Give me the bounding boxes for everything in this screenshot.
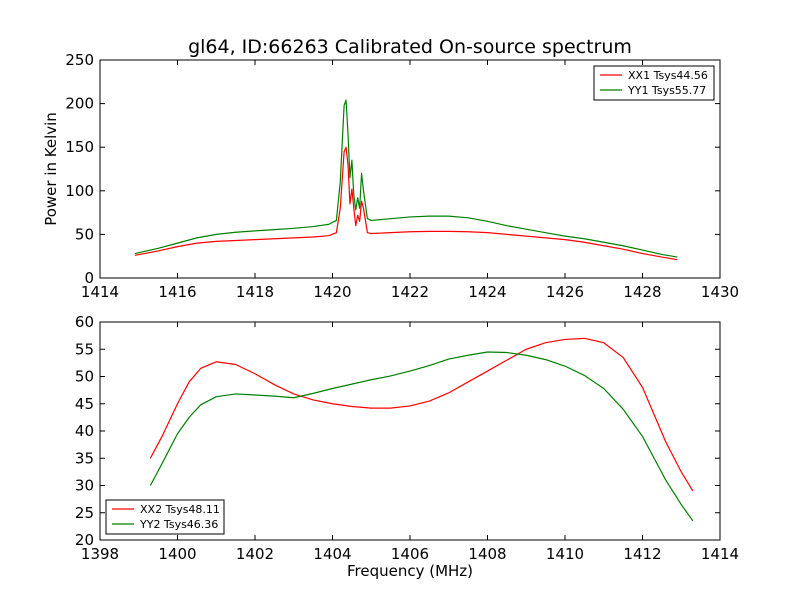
x-tick-label: 1414 — [701, 545, 739, 563]
legend-box — [105, 499, 225, 535]
legend-label: XX1 Tsys44.56 — [628, 69, 708, 82]
y-tick-label: 150 — [65, 138, 94, 156]
y-tick-label: 50 — [75, 368, 94, 386]
x-tick-label: 1414 — [81, 283, 119, 301]
chart-title: gl64, ID:66263 Calibrated On-source spec… — [188, 36, 632, 58]
x-tick-label: 1430 — [701, 283, 739, 301]
y-tick-label: 30 — [75, 477, 94, 495]
legend-1: XX1 Tsys44.56 YY1 Tsys55.77 — [593, 65, 715, 101]
x-tick-label: 1398 — [81, 545, 119, 563]
x-tick-label: 1406 — [391, 545, 429, 563]
y-axis-label: Power in Kelvin — [42, 112, 60, 226]
x-tick-label: 1422 — [391, 283, 429, 301]
legend-label: XX2 Tsys48.11 — [140, 503, 220, 516]
legend-label: YY1 Tsys55.77 — [627, 84, 706, 97]
legend-box — [593, 65, 715, 101]
x-tick-label: 1424 — [468, 283, 506, 301]
legend-2: XX2 Tsys48.11 YY2 Tsys46.36 — [105, 499, 225, 535]
series-line-2-2 — [149, 351, 694, 522]
legend-label: YY2 Tsys46.36 — [139, 518, 218, 531]
x-tick-label: 1400 — [158, 545, 196, 563]
x-tick-label: 1404 — [313, 545, 351, 563]
x-tick-label: 1420 — [313, 283, 351, 301]
x-tick-label: 1416 — [158, 283, 196, 301]
subplot-2: 1398 1400 1402 1404 1406 1408 1410 1412 1414 20 25… — [75, 313, 739, 563]
x-tick-label: 1408 — [468, 545, 506, 563]
x-tick-label: 1402 — [236, 545, 274, 563]
y-tick-label: 60 — [75, 313, 94, 331]
y-tick-label: 50 — [75, 225, 94, 243]
y-tick-label: 40 — [75, 422, 94, 440]
y-tick-label: 45 — [75, 395, 94, 413]
subplot-1: 1414 1416 1418 1420 1422 1424 1426 1428 1430 0 50 1… — [65, 51, 739, 301]
y-tick-label: 25 — [75, 504, 94, 522]
y-tick-label: 200 — [65, 95, 94, 113]
y-tick-label: 100 — [65, 182, 94, 200]
y-tick-label: 20 — [75, 531, 94, 549]
series-line-1-1 — [134, 146, 678, 261]
x-axis-label: Frequency (MHz) — [347, 562, 473, 580]
series-line-2-1 — [149, 337, 694, 492]
x-tick-label: 1410 — [546, 545, 584, 563]
y-tick-label: 35 — [75, 449, 94, 467]
y-tick-label: 250 — [65, 51, 94, 69]
x-tick-label: 1418 — [236, 283, 274, 301]
x-tick-label: 1426 — [546, 283, 584, 301]
x-tick-label: 1428 — [623, 283, 661, 301]
y-tick-label: 55 — [75, 340, 94, 358]
x-tick-label: 1412 — [623, 545, 661, 563]
series-line-1-2 — [134, 99, 678, 258]
y-tick-label: 0 — [84, 269, 94, 287]
